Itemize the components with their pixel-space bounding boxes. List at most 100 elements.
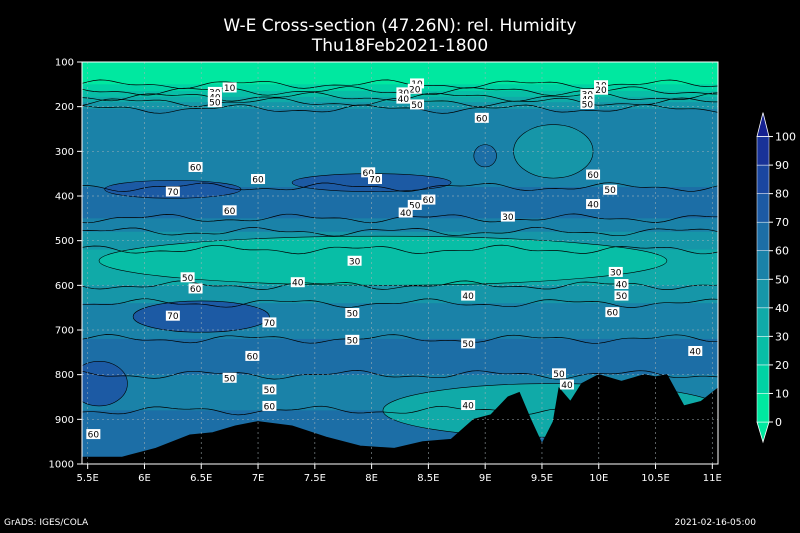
contour-label: 20 bbox=[595, 86, 607, 96]
contour-label: 10 bbox=[224, 84, 236, 94]
colorbar-segment bbox=[756, 393, 770, 423]
humidity-cell bbox=[82, 360, 128, 407]
contour-line bbox=[82, 226, 718, 237]
contour-label-bg bbox=[461, 338, 476, 349]
contour-label-bg bbox=[688, 345, 703, 356]
x-tick-label: 10E bbox=[589, 473, 608, 484]
colorbar-segment bbox=[756, 221, 770, 251]
contour-label: 20 bbox=[409, 85, 421, 95]
contour-label-bg bbox=[188, 283, 203, 294]
y-tick-label: 700 bbox=[55, 326, 74, 337]
y-tick-label: 800 bbox=[55, 370, 74, 381]
contour-label-bg bbox=[245, 350, 260, 361]
colorbar-label: 90 bbox=[775, 159, 789, 172]
x-tick-label: 8E bbox=[365, 473, 378, 484]
contour-label: 30 bbox=[502, 213, 514, 223]
terrain bbox=[82, 374, 718, 464]
contour-label-bg bbox=[421, 194, 436, 205]
contour-label-bg bbox=[165, 186, 180, 197]
contour-label-bg bbox=[188, 161, 203, 172]
contour-label-bg bbox=[262, 400, 277, 411]
contour-label: 50 bbox=[182, 274, 194, 284]
contour-label-bg bbox=[222, 82, 237, 93]
x-tick-label: 10.5E bbox=[641, 473, 670, 484]
contour-label: 50 bbox=[409, 201, 421, 211]
contour-label-bg bbox=[368, 174, 383, 185]
y-tick-label: 400 bbox=[55, 192, 74, 203]
contour-label: 50 bbox=[209, 99, 221, 109]
contour-line bbox=[82, 370, 718, 380]
contour-line bbox=[82, 244, 718, 255]
contour-label: 50 bbox=[347, 336, 359, 346]
contour-line bbox=[82, 104, 718, 114]
colorbar-label: 80 bbox=[775, 188, 789, 201]
colorbar-label: 0 bbox=[775, 416, 782, 429]
x-tick-label: 9.5E bbox=[531, 473, 553, 484]
contour-label: 40 bbox=[462, 292, 474, 302]
contour-label: 40 bbox=[587, 201, 599, 211]
colorbar-label: 20 bbox=[775, 359, 789, 372]
contour-label: 40 bbox=[398, 95, 410, 105]
contour-label-bg bbox=[603, 184, 618, 195]
contour-label-bg bbox=[345, 308, 360, 319]
colorbar-segment bbox=[756, 193, 770, 223]
y-tick-label: 500 bbox=[55, 236, 74, 247]
contour-label-bg bbox=[461, 400, 476, 411]
contour-line bbox=[82, 298, 718, 308]
colorbar: 0 10 20 30 40 50 60 70 80 90 100 bbox=[756, 112, 796, 444]
contour-labels: 1030405010203040501020304050606060607060… bbox=[86, 78, 703, 441]
contour-label: 60 bbox=[607, 309, 619, 319]
footer-date: 2021-02-16-05:00 bbox=[674, 518, 757, 528]
axes: 5.5E 6E 6.5E 7E 7.5E 8E 8.5E 9E 9.5E 10E 10.5E 11E 1… bbox=[49, 58, 722, 485]
x-tick-label: 8.5E bbox=[417, 473, 439, 484]
contour-label: 60 bbox=[252, 176, 264, 186]
colorbar-segment bbox=[756, 164, 770, 194]
contour-label-bg bbox=[586, 199, 601, 210]
colorbar-label: 10 bbox=[775, 387, 789, 400]
humidity-band bbox=[82, 338, 718, 376]
contour-label-bg bbox=[580, 98, 595, 109]
contour-label-bg bbox=[410, 99, 425, 110]
colorbar-label: 60 bbox=[775, 245, 789, 258]
contour-label: 60 bbox=[423, 196, 435, 206]
contour-label-bg bbox=[614, 278, 629, 289]
colorbar-segment bbox=[756, 336, 770, 366]
humidity-band bbox=[82, 285, 718, 305]
colorbar-arrow-low bbox=[756, 421, 770, 444]
contour-label-bg bbox=[165, 310, 180, 321]
contour-label: 50 bbox=[604, 186, 616, 196]
contour-label: 60 bbox=[362, 169, 374, 179]
contour-label-bg bbox=[608, 266, 623, 277]
contour-label: 40 bbox=[561, 381, 573, 391]
contour-label: 50 bbox=[411, 101, 423, 111]
contour-label-bg bbox=[207, 91, 222, 102]
contour-label: 60 bbox=[264, 402, 276, 412]
humidity-band bbox=[82, 218, 718, 233]
contour-label-bg bbox=[586, 169, 601, 180]
y-tick-label: 900 bbox=[55, 415, 74, 426]
contour-label-bg bbox=[407, 83, 422, 94]
contour-label: 60 bbox=[224, 207, 236, 217]
contour-label-bg bbox=[559, 379, 574, 390]
contour-label: 50 bbox=[553, 370, 565, 380]
contour-label-bg bbox=[594, 84, 609, 95]
contour-label: 30 bbox=[349, 257, 361, 267]
colorbar-arrow-high bbox=[756, 112, 770, 137]
contour-label-bg bbox=[461, 290, 476, 301]
humidity-band bbox=[82, 62, 718, 86]
contour-label-bg bbox=[396, 87, 411, 98]
contour-label: 40 bbox=[292, 279, 304, 289]
contour-label: 50 bbox=[582, 100, 594, 110]
contour-label-bg bbox=[552, 368, 566, 379]
contour-label-bg bbox=[222, 205, 237, 216]
contour-label-bg bbox=[605, 307, 620, 318]
contour-label: 50 bbox=[462, 340, 474, 350]
contour-label-bg bbox=[180, 272, 195, 283]
colorbar-label: 30 bbox=[775, 330, 789, 343]
x-tick-label: 5.5E bbox=[77, 473, 99, 484]
y-tick-label: 200 bbox=[55, 102, 74, 113]
humidity-cell bbox=[473, 144, 497, 168]
contour-label: 70 bbox=[167, 188, 179, 198]
contour-label: 70 bbox=[369, 176, 381, 186]
